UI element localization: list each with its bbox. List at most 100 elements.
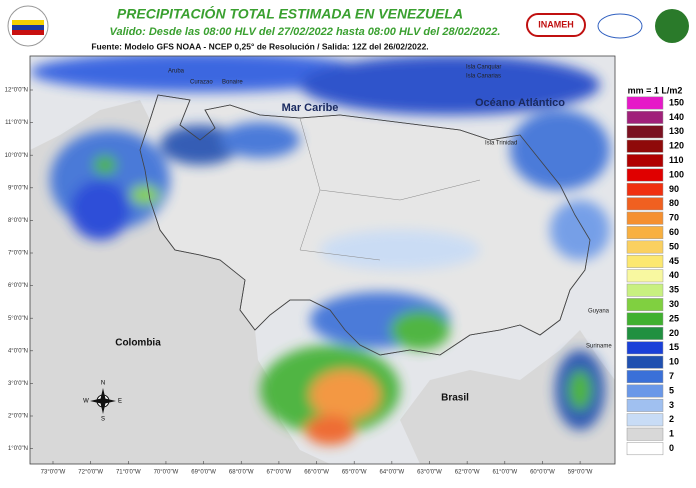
source: Fuente: Modelo GFS NOAA - NCEP 0,25° de …	[91, 41, 428, 51]
legend-title: mm = 1 L/m2	[628, 85, 683, 95]
legend-swatch	[626, 283, 664, 297]
legend-label: 40	[669, 270, 679, 280]
lon-label: 60°0'0"W	[530, 470, 555, 476]
legend-swatch	[626, 370, 664, 384]
legend-swatch	[626, 182, 664, 196]
lat-label: 3°0'0"N	[8, 381, 28, 387]
legend-swatch	[626, 398, 664, 412]
place-label: Isla Canquiar	[466, 65, 501, 71]
legend-swatch	[626, 384, 664, 398]
legend-swatch	[626, 326, 664, 340]
lon-label: 61°0'0"W	[492, 470, 517, 476]
place-label: Brasil	[441, 393, 469, 404]
title: PRECIPITACIÓN TOTAL ESTIMADA EN VENEZUEL…	[117, 5, 463, 22]
lat-label: 4°0'0"N	[8, 348, 28, 354]
legend-swatch	[626, 427, 664, 441]
subtitle: Valido: Desde las 08:00 HLV del 27/02/20…	[110, 26, 501, 38]
place-label: Isla Canarias	[466, 74, 501, 80]
place-label: Bonaire	[222, 80, 243, 86]
legend-label: 0	[669, 443, 674, 453]
lon-label: 59°0'0"W	[568, 470, 593, 476]
legend-label: 15	[669, 342, 679, 352]
lat-label: 12°0'0"N	[5, 88, 28, 94]
compass-label: S	[101, 417, 105, 423]
legend-swatch	[626, 139, 664, 153]
inameh-logo: INAMEH	[526, 9, 689, 43]
lat-label: 6°0'0"N	[8, 283, 28, 289]
legend-swatch	[626, 226, 664, 240]
lon-label: 70°0'0"W	[154, 470, 179, 476]
place-label: Curazao	[190, 80, 213, 86]
legend-swatch	[626, 312, 664, 326]
compass-label: N	[101, 381, 105, 387]
lon-label: 65°0'0"W	[342, 470, 367, 476]
legend-swatch	[626, 355, 664, 369]
legend-swatch	[626, 168, 664, 182]
legend-label: 140	[669, 112, 684, 122]
place-label: Océano Atlántico	[475, 97, 565, 109]
compass-label: W	[83, 399, 89, 405]
lat-label: 11°0'0"N	[5, 120, 28, 126]
legend-swatch	[626, 125, 664, 139]
lon-label: 63°0'0"W	[417, 470, 442, 476]
lat-label: 8°0'0"N	[8, 218, 28, 224]
legend-label: 20	[669, 328, 679, 338]
legend-swatch	[626, 154, 664, 168]
place-label: Guyana	[588, 309, 610, 315]
legend-label: 80	[669, 198, 679, 208]
legend-swatch	[626, 96, 664, 110]
legend-label: 100	[669, 169, 684, 179]
legend-label: 7	[669, 371, 674, 381]
legend-swatch	[626, 413, 664, 427]
legend-label: 5	[669, 385, 674, 395]
legend-label: 2	[669, 414, 674, 424]
legend-label: 110	[669, 155, 684, 165]
legend-label: 60	[669, 227, 679, 237]
legend-label: 25	[669, 313, 679, 323]
legend-label: 45	[669, 256, 679, 266]
legend-swatch	[626, 269, 664, 283]
lat-label: 5°0'0"N	[8, 316, 28, 322]
legend-label: 1	[669, 429, 674, 439]
lon-label: 64°0'0"W	[380, 470, 405, 476]
lon-label: 67°0'0"W	[267, 470, 292, 476]
legend-label: 35	[669, 285, 679, 295]
legend-label: 150	[669, 97, 684, 107]
compass: N S E W	[83, 381, 122, 423]
lat-label: 1°0'0"N	[8, 446, 28, 452]
lon-label: 62°0'0"W	[455, 470, 480, 476]
lat-label: 2°0'0"N	[8, 414, 28, 420]
legend-swatch	[626, 442, 664, 456]
legend-label: 10	[669, 357, 679, 367]
legend-label: 70	[669, 213, 679, 223]
logo-text: INAMEH	[538, 19, 574, 29]
legend-swatch	[626, 197, 664, 211]
lat-label: 10°0'0"N	[5, 153, 28, 159]
legend-label: 90	[669, 184, 679, 194]
lon-label: 71°0'0"W	[116, 470, 141, 476]
place-label: Mar Caribe	[282, 102, 339, 114]
legend-swatch	[626, 240, 664, 254]
legend-swatch	[626, 341, 664, 355]
map-frame	[29, 55, 616, 465]
lon-label: 66°0'0"W	[304, 470, 329, 476]
legend-swatch	[626, 254, 664, 268]
legend-label: 130	[669, 126, 684, 136]
place-label: Aruba	[168, 69, 185, 75]
compass-label: E	[118, 399, 122, 405]
place-label: Suriname	[586, 344, 612, 350]
lat-label: 7°0'0"N	[8, 251, 28, 257]
legend-swatch	[626, 211, 664, 225]
lon-label: 73°0'0"W	[41, 470, 66, 476]
lon-label: 72°0'0"W	[78, 470, 103, 476]
legend-swatch	[626, 110, 664, 124]
legend-swatch	[626, 298, 664, 312]
map	[30, 56, 615, 464]
legend-label: 30	[669, 299, 679, 309]
place-label: Isla Trinidad	[485, 141, 517, 147]
legend-label: 3	[669, 400, 674, 410]
legend-label: 50	[669, 241, 679, 251]
flag-logo	[7, 5, 49, 47]
place-label: Colombia	[115, 338, 161, 349]
